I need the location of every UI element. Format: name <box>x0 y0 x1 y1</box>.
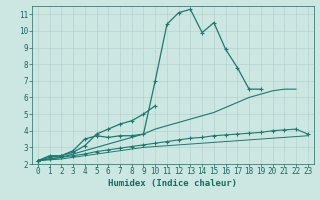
X-axis label: Humidex (Indice chaleur): Humidex (Indice chaleur) <box>108 179 237 188</box>
